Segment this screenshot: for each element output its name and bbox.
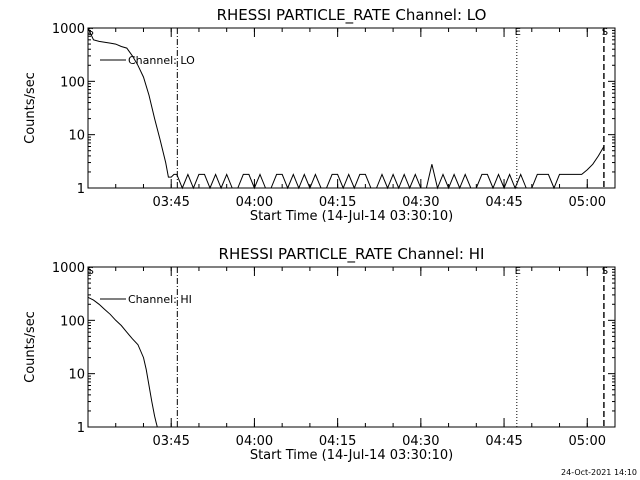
event-marker-label: E [515,27,521,38]
data-series-line [87,27,605,190]
chart-panel-0: RHESSI PARTICLE_RATE Channel: LO 1 10 100 10… [23,6,616,224]
x-tick-label: 04:15 [319,434,356,449]
event-marker-label: S [87,266,93,277]
y-tick-label: 1000 [52,261,85,276]
y-tick-label: 1 [77,421,85,436]
x-tick-label: 04:45 [485,195,522,210]
legend-label: Channel: LO [128,54,195,67]
x-tick-label: 04:30 [402,434,439,449]
x-tick-label: 03:45 [152,434,189,449]
chart-panel-1: RHESSI PARTICLE_RATE Channel: HI 1 10 100 10… [23,245,616,463]
chart-title: RHESSI PARTICLE_RATE Channel: HI [219,245,485,264]
x-tick-label: 03:45 [152,195,189,210]
data-series-line [87,296,158,428]
y-axis-label: Counts/sec [23,311,38,383]
x-axis-label: Start Time (14-Jul-14 03:30:10) [250,209,453,224]
plot-frame [87,27,616,189]
x-tick-label: 04:30 [402,195,439,210]
event-marker-label: S [602,266,608,277]
plot-frame [87,266,616,428]
x-tick-label: 05:00 [569,434,606,449]
event-marker-label: E [515,266,521,277]
event-marker-label: S [87,27,93,38]
x-axis-label: Start Time (14-Jul-14 03:30:10) [250,448,453,463]
y-tick-label: 100 [60,314,85,329]
chart-title: RHESSI PARTICLE_RATE Channel: LO [217,6,487,25]
y-tick-label: 10 [68,129,85,144]
event-marker-label: S [602,27,608,38]
x-tick-label: 04:00 [236,195,273,210]
y-tick-label: 1 [77,182,85,197]
y-tick-label: 1000 [52,22,85,37]
y-tick-label: 10 [68,368,85,383]
y-axis-label: Counts/sec [23,72,38,144]
x-tick-label: 04:00 [236,434,273,449]
x-tick-label: 05:00 [569,195,606,210]
x-tick-label: 04:45 [485,434,522,449]
footer-timestamp: 24-Oct-2021 14:10 [561,468,637,477]
y-tick-label: 100 [60,75,85,90]
x-tick-label: 04:15 [319,195,356,210]
legend-label: Channel: HI [128,293,192,306]
